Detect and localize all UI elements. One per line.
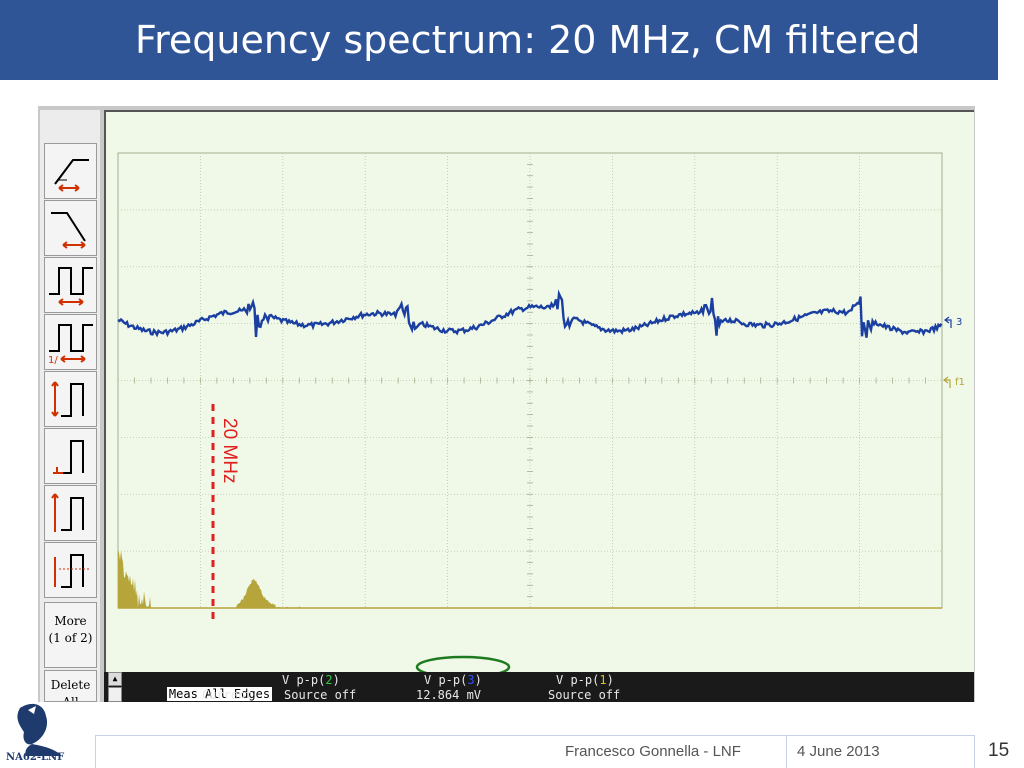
more-page: (1 of 2): [48, 631, 93, 645]
waveform-display: 20 MHz 3 f1: [117, 152, 965, 679]
footer-date: 4 June 2013: [797, 743, 880, 760]
title-bar: [0, 0, 998, 80]
frequency-icon: 1/: [48, 324, 93, 366]
frequency-button[interactable]: 1/: [44, 314, 97, 370]
meas-col2-value: 12.864 mV: [416, 688, 482, 702]
more-label: More: [54, 614, 87, 628]
period-button[interactable]: [44, 257, 97, 313]
annotation-20mhz: 20 MHz: [219, 418, 240, 483]
svg-text:1/: 1/: [48, 355, 58, 366]
page-number: 15: [988, 740, 1010, 761]
delete-all-button[interactable]: Delete All: [44, 670, 97, 702]
slide-title: Frequency spectrum: 20 MHz, CM filtered: [135, 18, 921, 62]
rise-time-button[interactable]: [44, 143, 97, 199]
na62-lnf-logo: [17, 703, 63, 756]
channel-3-trace: [117, 289, 943, 338]
meas-col1-value: Source off: [284, 688, 357, 702]
meas-col1-title: V p-p(2): [282, 673, 340, 687]
scope-sidebar: 1/ More (1 of 2): [40, 110, 100, 702]
meas-col2-title: V p-p(3): [424, 673, 482, 687]
channel-3-ground-icon: [944, 316, 952, 328]
f1-ground-icon: [943, 376, 951, 388]
meas-all-edges-label[interactable]: Meas All Edges: [166, 687, 273, 701]
logo-text: NA62-LNF: [6, 752, 65, 763]
footer-author: Francesco Gonnella - LNF: [565, 743, 741, 760]
scope-screen: 20 MHz 3 f1: [104, 110, 974, 679]
pk-pk-button[interactable]: [44, 542, 97, 598]
fall-time-button[interactable]: [44, 200, 97, 256]
fall-time-icon: [51, 212, 86, 249]
current-label: Current: [202, 688, 253, 702]
scroll-up-arrow[interactable]: ▲: [108, 672, 122, 686]
more-button[interactable]: More (1 of 2): [44, 602, 97, 668]
delete-label: Delete: [50, 678, 91, 692]
rise-time-icon: [54, 159, 89, 192]
footer-divider: [786, 735, 787, 768]
graticule: [117, 152, 943, 609]
channel-3-marker: 3: [956, 317, 962, 328]
footer-bar: [95, 735, 975, 768]
delete-sub: All: [62, 695, 79, 702]
f1-marker: f1: [955, 377, 965, 388]
measurement-bar: ▲ Meas All Edges Current V p-p(2) Source…: [104, 672, 974, 702]
pk-pk-icon: [54, 554, 89, 588]
amplitude-icon: [51, 381, 84, 417]
meas-col3-value: Source off: [548, 688, 621, 702]
high-level-icon: [51, 493, 84, 532]
amplitude-button[interactable]: [44, 371, 97, 427]
low-level-icon: [53, 440, 84, 474]
low-level-button[interactable]: [44, 428, 97, 484]
meas-col3-title: V p-p(1): [556, 673, 614, 687]
scroll-thumb[interactable]: [108, 687, 122, 702]
pulse-period-icon: [49, 267, 93, 306]
high-level-button[interactable]: [44, 485, 97, 541]
